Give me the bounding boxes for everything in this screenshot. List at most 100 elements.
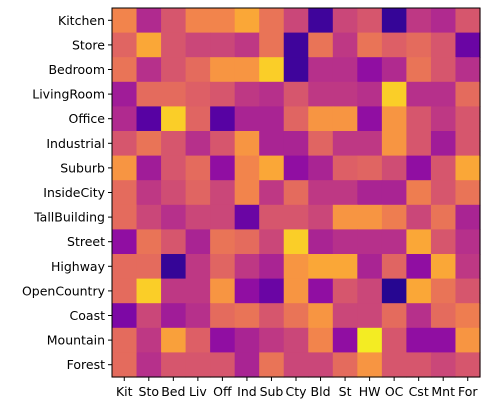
heatmap-cell-OpenCountry-Liv [185, 278, 211, 304]
heatmap-cell-Store-Off [210, 32, 236, 58]
heatmap-cell-Highway-HW [357, 254, 383, 280]
heatmap-cell-LivingRoom-OC [381, 81, 407, 107]
heatmap-cell-Street-Ind [234, 229, 260, 255]
heatmap-cell-OpenCountry-OC [381, 278, 407, 304]
heatmap-cell-InsideCity-St [332, 180, 358, 206]
heatmap-cell-TallBuilding-St [332, 204, 358, 230]
heatmap-cell-Highway-For [455, 254, 481, 280]
heatmap-cell-Suburb-Mnt [430, 155, 457, 181]
heatmap-cell-Bedroom-HW [357, 57, 383, 83]
heatmap-cell-Forest-Ind [234, 352, 260, 378]
heatmap-cell-OpenCountry-Cty [283, 278, 309, 304]
y-tick-label: OpenCountry [22, 283, 106, 298]
y-tick-label: Suburb [60, 160, 105, 175]
x-tick-label: For [458, 384, 478, 399]
heatmap-cell-Highway-Kit [112, 254, 138, 280]
heatmap-cell-Store-St [332, 32, 358, 58]
heatmap-cell-Office-Sub [259, 106, 285, 132]
heatmap-cell-TallBuilding-Cst [406, 204, 432, 230]
heatmap-cell-Highway-Liv [185, 254, 211, 280]
heatmap-cell-OpenCountry-Mnt [430, 278, 457, 304]
heatmap-cell-Mountain-Sub [259, 327, 285, 353]
heatmap-cell-InsideCity-Off [210, 180, 236, 206]
heatmap-cell-Suburb-Liv [185, 155, 211, 181]
heatmap-cell-Suburb-Cty [283, 155, 309, 181]
heatmap-cell-Office-Kit [112, 106, 138, 132]
heatmap-cell-LivingRoom-Mnt [430, 81, 457, 107]
heatmap-cell-Store-Kit [112, 32, 138, 58]
heatmap-cell-Industrial-Bld [308, 131, 334, 157]
heatmap-cell-Mountain-Cst [406, 327, 432, 353]
x-tick-label: OC [385, 384, 404, 399]
heatmap-cell-InsideCity-For [455, 180, 481, 206]
heatmap-cell-TallBuilding-Mnt [430, 204, 457, 230]
x-tick-label: Bld [311, 384, 331, 399]
heatmap-cell-Suburb-St [332, 155, 358, 181]
heatmap-cell-Coast-Kit [112, 303, 138, 329]
heatmap-cell-Mountain-Ind [234, 327, 260, 353]
heatmap-cell-Coast-Liv [185, 303, 211, 329]
heatmap-cell-Forest-OC [381, 352, 407, 378]
heatmap-cell-Forest-Cty [283, 352, 309, 378]
heatmap-cell-Coast-OC [381, 303, 407, 329]
heatmap-cell-LivingRoom-Bed [161, 81, 187, 107]
heatmap-cell-Forest-Kit [112, 352, 138, 378]
heatmap-cell-Coast-Bld [308, 303, 334, 329]
heatmap-cell-LivingRoom-Off [210, 81, 236, 107]
heatmap-cell-LivingRoom-Ind [234, 81, 260, 107]
heatmap-cell-Industrial-St [332, 131, 358, 157]
heatmap-cell-Office-Liv [185, 106, 211, 132]
heatmap-cell-OpenCountry-HW [357, 278, 383, 304]
heatmap-cell-Industrial-Off [210, 131, 236, 157]
heatmap-cell-InsideCity-Bed [161, 180, 187, 206]
heatmap-cell-Store-Liv [185, 32, 211, 58]
heatmap-cell-InsideCity-OC [381, 180, 407, 206]
x-axis-ticks: Kit Sto Bed Liv Off Ind Sub Cty Bld St HW OC Cst Mnt F… [116, 377, 478, 399]
y-tick-label: Mountain [47, 333, 105, 348]
x-tick-label: Sto [139, 384, 159, 399]
heatmap-cell-Street-Mnt [430, 229, 457, 255]
heatmap-cells [112, 8, 481, 378]
y-tick-label: LivingRoom [32, 87, 105, 102]
heatmap-cell-Forest-St [332, 352, 358, 378]
x-tick-label: Mnt [431, 384, 455, 399]
heatmap-cell-Kitchen-For [455, 8, 481, 34]
heatmap-cell-Kitchen-Bed [161, 8, 187, 34]
heatmap-cell-Highway-OC [381, 254, 407, 280]
heatmap-cell-TallBuilding-Kit [112, 204, 138, 230]
heatmap-cell-Kitchen-HW [357, 8, 383, 34]
heatmap-cell-OpenCountry-Sub [259, 278, 285, 304]
heatmap-cell-TallBuilding-Ind [234, 204, 260, 230]
heatmap-cell-Industrial-Kit [112, 131, 138, 157]
y-tick-label: Office [69, 111, 106, 126]
heatmap-cell-Street-Kit [112, 229, 138, 255]
heatmap-cell-Street-Off [210, 229, 236, 255]
heatmap-cell-Mountain-For [455, 327, 481, 353]
heatmap-cell-Store-Cst [406, 32, 432, 58]
heatmap-cell-Industrial-Bed [161, 131, 187, 157]
y-axis-ticks: Kitchen Store Bedroom LivingRoom Office Indus… [22, 13, 112, 372]
heatmap-cell-Office-OC [381, 106, 407, 132]
heatmap-cell-Street-Bld [308, 229, 334, 255]
heatmap-cell-Bedroom-Cst [406, 57, 432, 83]
heatmap-cell-Suburb-Bed [161, 155, 187, 181]
heatmap-cell-InsideCity-Sto [136, 180, 162, 206]
heatmap-cell-Forest-Off [210, 352, 236, 378]
heatmap-cell-Suburb-Sub [259, 155, 285, 181]
heatmap-cell-InsideCity-HW [357, 180, 383, 206]
heatmap-cell-Kitchen-Ind [234, 8, 260, 34]
heatmap-cell-Highway-St [332, 254, 358, 280]
heatmap-cell-Industrial-For [455, 131, 481, 157]
y-tick-label: Industrial [46, 136, 105, 151]
heatmap-cell-Mountain-OC [381, 327, 407, 353]
heatmap-cell-Street-For [455, 229, 481, 255]
heatmap-cell-Industrial-Sub [259, 131, 285, 157]
heatmap-cell-Industrial-Cst [406, 131, 432, 157]
heatmap-cell-Highway-Bld [308, 254, 334, 280]
heatmap-cell-Office-Ind [234, 106, 260, 132]
heatmap-cell-Forest-Sub [259, 352, 285, 378]
heatmap-cell-OpenCountry-Off [210, 278, 236, 304]
heatmap-cell-Kitchen-Kit [112, 8, 138, 34]
heatmap-cell-Highway-Mnt [430, 254, 457, 280]
